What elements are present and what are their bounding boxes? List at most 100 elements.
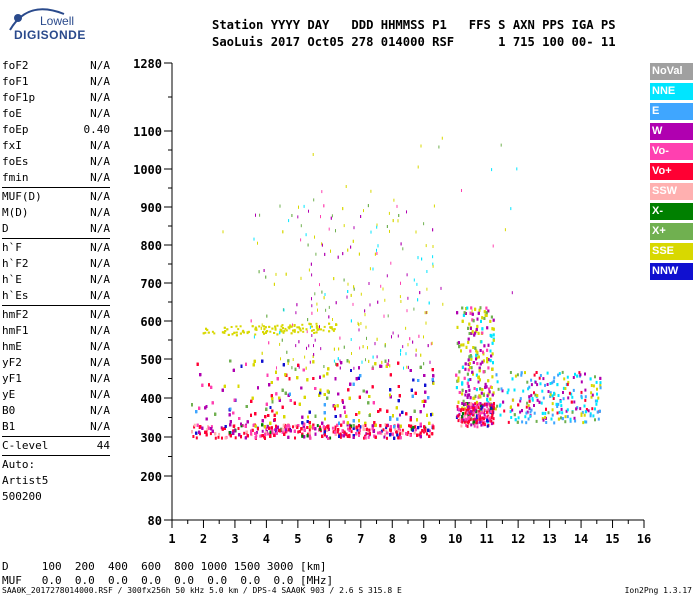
echo-point [262,331,264,334]
echo-point [557,402,560,406]
echo-point [567,380,570,384]
echo-points [191,136,602,440]
echo-point [519,397,522,401]
echo-point [319,425,321,429]
echo-point [461,189,462,192]
x-tick-label: 10 [448,532,462,546]
echo-point [487,366,490,370]
echo-point [240,424,243,428]
echo-point [521,420,524,424]
echo-point [230,326,233,328]
echo-point [341,429,344,433]
y-tick-label: 80 [148,514,162,528]
echo-point [589,412,592,416]
echo-point [547,390,550,393]
echo-point [457,400,460,404]
param-separator [2,238,110,239]
echo-point [463,407,466,411]
echo-point [224,425,227,428]
echo-point [556,383,559,387]
echo-point [302,330,305,333]
x-tick-label: 16 [637,532,651,546]
echo-point [269,421,272,425]
echo-point [478,417,481,421]
echo-point [290,332,293,335]
echo-point [253,335,255,339]
echo-point [254,333,257,336]
echo-point [417,256,419,260]
echo-point [424,383,427,387]
echo-point [204,331,207,334]
echo-point [370,230,372,234]
echo-point [487,309,490,313]
echo-point [363,436,365,440]
echo-point [475,413,478,417]
echo-point [456,407,459,411]
echo-point [572,376,575,379]
echo-point [400,349,402,352]
echo-point [589,414,592,418]
echo-point [284,428,287,432]
echo-point [412,426,415,429]
echo-point [350,424,352,428]
echo-point [580,390,583,394]
param-key: h`F [2,241,22,254]
echo-point [400,281,401,285]
echo-point [269,434,272,438]
echo-point [371,385,374,389]
echo-point [372,401,375,405]
param-key: foEp [2,123,29,136]
echo-point [250,319,252,323]
echo-point [214,412,217,416]
echo-point [314,292,316,296]
echo-point [491,393,494,397]
echo-point [313,198,315,202]
echo-point [407,296,409,300]
echo-point [392,414,394,418]
echo-point [326,396,329,400]
echo-point [528,406,531,410]
echo-point [474,408,477,412]
echo-point [281,430,284,434]
echo-point [561,417,564,421]
echo-point [257,386,259,390]
echo-point [369,267,371,271]
echo-point [280,325,283,328]
echo-point [516,167,518,171]
echo-point [233,398,236,402]
echo-point [487,414,490,418]
echo-point [328,227,330,231]
echo-point [351,352,352,355]
echo-point [397,385,400,388]
echo-point [245,405,248,408]
echo-point [414,428,417,432]
echo-point [384,359,387,363]
echo-point [461,415,464,419]
echo-point [557,394,560,397]
echo-point [475,416,478,420]
echo-point [468,404,471,408]
echo-point [549,391,552,395]
echo-point [426,270,428,273]
echo-point [399,295,401,299]
echo-point [566,415,569,419]
echo-point [308,344,310,348]
echo-point [372,355,374,359]
echo-point [218,432,221,436]
echo-point [557,417,560,421]
echo-point [255,430,258,434]
echo-point [319,391,322,395]
echo-point [343,405,346,409]
echo-point [389,388,392,392]
echo-point [481,331,484,335]
echo-point [420,144,422,148]
echo-point [461,388,464,392]
param-row: h`F N/A [2,240,110,256]
echo-point [286,350,288,354]
echo-point [486,357,489,360]
echo-point [385,424,388,428]
param-row: hmF2 N/A [2,307,110,323]
param-row: D N/A [2,221,110,237]
param-value: 0.40 [83,123,111,136]
echo-point [397,334,399,338]
